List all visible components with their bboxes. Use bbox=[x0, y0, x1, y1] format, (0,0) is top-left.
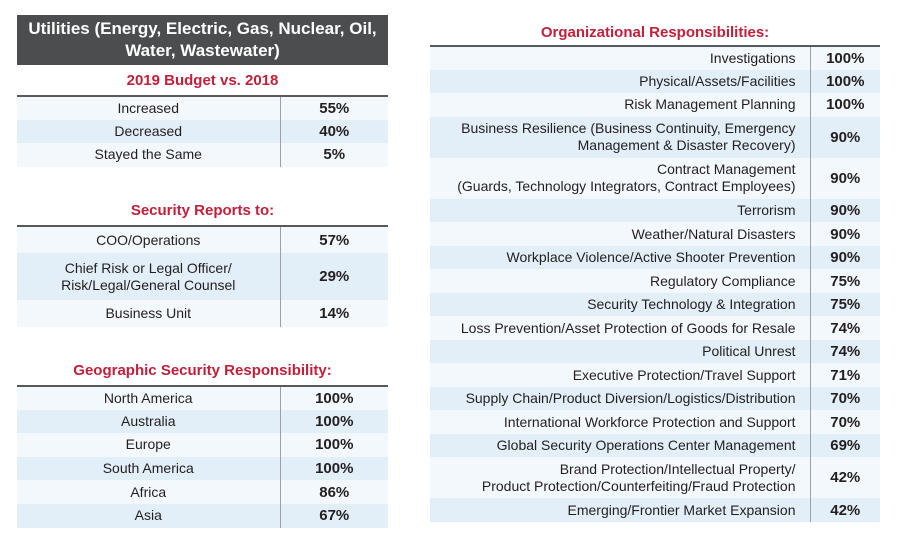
row-value: 100% bbox=[279, 386, 388, 410]
row-value: 67% bbox=[279, 503, 388, 528]
row-value: 90% bbox=[809, 245, 880, 270]
row-label: Business Resilience (Business Continuity… bbox=[430, 116, 810, 158]
row-label: Asia bbox=[17, 503, 280, 528]
row-value: 86% bbox=[279, 480, 388, 504]
row-value: 71% bbox=[809, 363, 880, 387]
table-row: International Workforce Protection and S… bbox=[430, 410, 880, 434]
row-value: 70% bbox=[809, 386, 880, 411]
table-row: Executive Protection/Travel Support 71% bbox=[430, 363, 880, 387]
row-value: 90% bbox=[809, 116, 880, 158]
row-label: Stayed the Same bbox=[17, 143, 280, 167]
table-row: Investigations 100% bbox=[430, 46, 880, 70]
reports-table: COO/Operations 57% Chief Risk or Legal Off… bbox=[17, 225, 388, 328]
table-row: Africa 86% bbox=[17, 480, 388, 504]
table-row: Physical/Assets/Facilities 100% bbox=[430, 69, 880, 93]
row-value: 40% bbox=[279, 119, 388, 143]
row-label: Risk Management Planning bbox=[430, 93, 810, 117]
row-value: 57% bbox=[279, 226, 388, 253]
row-label: Security Technology & Integration bbox=[430, 292, 810, 317]
row-label: Europe bbox=[17, 433, 280, 457]
row-label: Physical/Assets/Facilities bbox=[430, 69, 810, 93]
table-row: Australia 100% bbox=[17, 409, 388, 434]
table-row: Emerging/Frontier Market Expansion 42% bbox=[430, 498, 880, 522]
table-row: Stayed the Same 5% bbox=[17, 143, 388, 167]
row-label: Contract Management (Guards, Technology … bbox=[430, 157, 810, 199]
row-label: Africa bbox=[17, 480, 280, 504]
page-title: Utilities (Energy, Electric, Gas, Nuclea… bbox=[17, 15, 388, 65]
table-row: Brand Protection/Intellectual Property/ … bbox=[430, 457, 880, 499]
table-row: Political Unrest 74% bbox=[430, 339, 880, 364]
row-label: Political Unrest bbox=[430, 339, 810, 364]
row-value: 100% bbox=[279, 433, 388, 457]
table-row: Decreased 40% bbox=[17, 119, 388, 143]
row-value: 100% bbox=[279, 456, 388, 481]
table-row: North America 100% bbox=[17, 386, 388, 410]
row-value: 74% bbox=[809, 316, 880, 340]
row-label: South America bbox=[17, 456, 280, 481]
table-row: Loss Prevention/Asset Protection of Good… bbox=[430, 316, 880, 340]
row-value: 69% bbox=[809, 433, 880, 458]
table-row: COO/Operations 57% bbox=[17, 226, 388, 253]
org-table: Investigations 100% Physical/Assets/Facili… bbox=[430, 45, 880, 522]
row-value: 70% bbox=[809, 410, 880, 434]
row-label: Executive Protection/Travel Support bbox=[430, 363, 810, 387]
table-row: Chief Risk or Legal Officer/ Risk/Legal/… bbox=[17, 253, 388, 301]
budget-title: 2019 Budget vs. 2018 bbox=[126, 72, 279, 89]
row-value: 90% bbox=[809, 157, 880, 199]
row-value: 5% bbox=[279, 143, 388, 167]
table-row: Risk Management Planning 100% bbox=[430, 93, 880, 117]
row-value: 100% bbox=[809, 69, 880, 93]
row-label: Brand Protection/Intellectual Property/ … bbox=[430, 457, 810, 499]
row-label: Chief Risk or Legal Officer/ Risk/Legal/… bbox=[17, 253, 280, 301]
geo-title: Geographic Security Responsibility: bbox=[73, 362, 332, 379]
row-value: 14% bbox=[279, 300, 388, 328]
row-value: 42% bbox=[809, 498, 880, 522]
row-label: Supply Chain/Product Diversion/Logistics… bbox=[430, 386, 810, 411]
table-row: Regulatory Compliance 75% bbox=[430, 269, 880, 293]
row-value: 55% bbox=[279, 96, 388, 120]
row-label: Increased bbox=[17, 96, 280, 120]
row-label: Regulatory Compliance bbox=[430, 269, 810, 293]
row-value: 75% bbox=[809, 292, 880, 317]
row-value: 100% bbox=[279, 409, 388, 434]
table-row: Weather/Natural Disasters 90% bbox=[430, 222, 880, 246]
row-value: 42% bbox=[809, 457, 880, 499]
budget-table: Increased 55% Decreased 40% Stayed the Same 5… bbox=[17, 95, 388, 167]
row-label: Terrorism bbox=[430, 198, 810, 223]
row-value: 90% bbox=[809, 222, 880, 246]
org-title: Organizational Responsibilities: bbox=[540, 24, 770, 41]
row-label: Global Security Operations Center Manage… bbox=[430, 433, 810, 458]
table-row: Europe 100% bbox=[17, 433, 388, 457]
row-value: 100% bbox=[809, 46, 880, 70]
table-row: Workplace Violence/Active Shooter Preven… bbox=[430, 245, 880, 270]
table-row: Business Unit 14% bbox=[17, 300, 388, 328]
table-row: Security Technology & Integration 75% bbox=[430, 292, 880, 317]
row-value: 74% bbox=[809, 339, 880, 364]
row-label: Loss Prevention/Asset Protection of Good… bbox=[430, 316, 810, 340]
table-row: Global Security Operations Center Manage… bbox=[430, 433, 880, 458]
row-label: Australia bbox=[17, 409, 280, 434]
row-label: COO/Operations bbox=[17, 226, 280, 253]
row-label: Workplace Violence/Active Shooter Preven… bbox=[430, 245, 810, 270]
row-label: International Workforce Protection and S… bbox=[430, 410, 810, 434]
row-label: Investigations bbox=[430, 46, 810, 70]
table-row: Business Resilience (Business Continuity… bbox=[430, 116, 880, 158]
row-label: North America bbox=[17, 386, 280, 410]
row-value: 75% bbox=[809, 269, 880, 293]
table-row: Asia 67% bbox=[17, 503, 388, 528]
table-row: Terrorism 90% bbox=[430, 198, 880, 223]
row-value: 100% bbox=[809, 93, 880, 117]
table-row: Supply Chain/Product Diversion/Logistics… bbox=[430, 386, 880, 411]
row-label: Decreased bbox=[17, 119, 280, 143]
row-value: 90% bbox=[809, 198, 880, 223]
row-label: Emerging/Frontier Market Expansion bbox=[430, 498, 810, 522]
table-row: South America 100% bbox=[17, 456, 388, 481]
table-row: Increased 55% bbox=[17, 96, 388, 120]
geo-table: North America 100% Australia 100% Europe 100%… bbox=[17, 385, 388, 528]
row-label: Business Unit bbox=[17, 300, 280, 328]
row-label: Weather/Natural Disasters bbox=[430, 222, 810, 246]
table-row: Contract Management (Guards, Technology … bbox=[430, 157, 880, 199]
reports-title: Security Reports to: bbox=[130, 202, 275, 219]
row-value: 29% bbox=[279, 253, 388, 301]
